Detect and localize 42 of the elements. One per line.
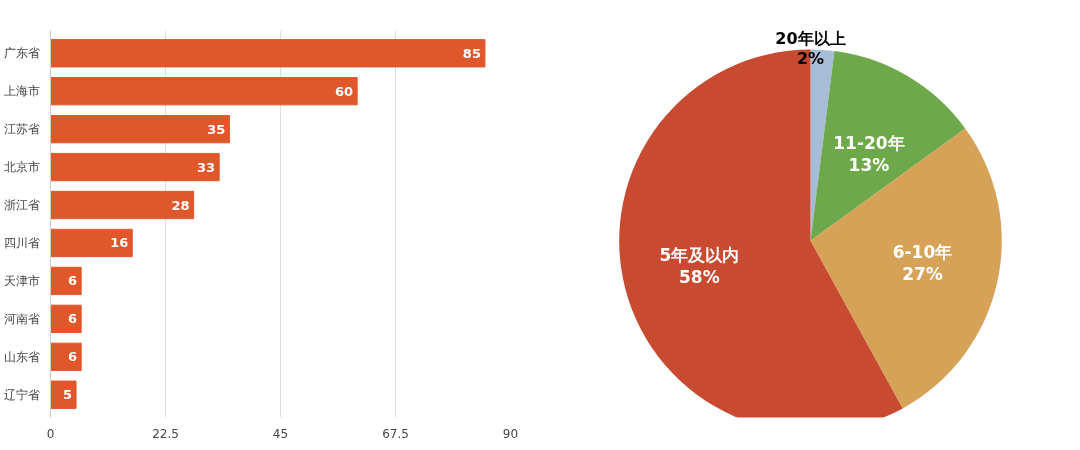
bar [50,304,82,334]
data-label: 16 [110,235,129,251]
data-label: 6 [68,273,78,289]
slice-label: 6-10年 [892,241,953,262]
data-label: 13% [848,154,890,175]
slice-label: 11-20年 [833,132,905,153]
y-tick-label: 广东省 [3,46,40,61]
bar [50,152,220,182]
y-tick-label: 河南省 [3,311,40,326]
y-tick-label: 北京市 [3,160,40,175]
y-tick-label: 四川省 [3,235,40,250]
bar [50,342,82,371]
bar [50,114,230,144]
bar [50,380,77,409]
data-label: 5 [63,387,73,403]
bar [50,190,195,220]
data-label: 33 [197,159,216,175]
bar [50,39,486,68]
x-tick-label: 67.5 [382,426,409,441]
x-tick-label: 45 [272,426,289,441]
x-tick-label: 0 [46,426,55,441]
data-label: 6 [68,349,78,365]
x-tick-label: 22.5 [152,426,179,441]
y-tick-label: 辽宁省 [3,387,40,402]
bar [50,266,82,296]
bar [50,77,358,106]
data-label: 58% [678,266,720,287]
data-label: 28 [171,197,190,213]
data-label: 85 [462,45,481,61]
y-tick-label: 天津市 [3,273,40,288]
slice-label: 5年及以内 [659,244,740,265]
x-tick-label: 90 [502,426,519,441]
y-tick-label: 山东省 [3,349,40,364]
y-tick-label: 江苏省 [3,122,40,137]
slice-label: 20年以上 [775,28,846,48]
data-label: 27% [902,263,943,284]
data-label: 6 [68,311,78,327]
y-tick-label: 浙江省 [3,198,40,213]
data-label: 35 [207,121,226,137]
y-tick-label: 上海市 [3,84,40,99]
bar [50,228,133,258]
data-label: 60 [335,83,354,99]
